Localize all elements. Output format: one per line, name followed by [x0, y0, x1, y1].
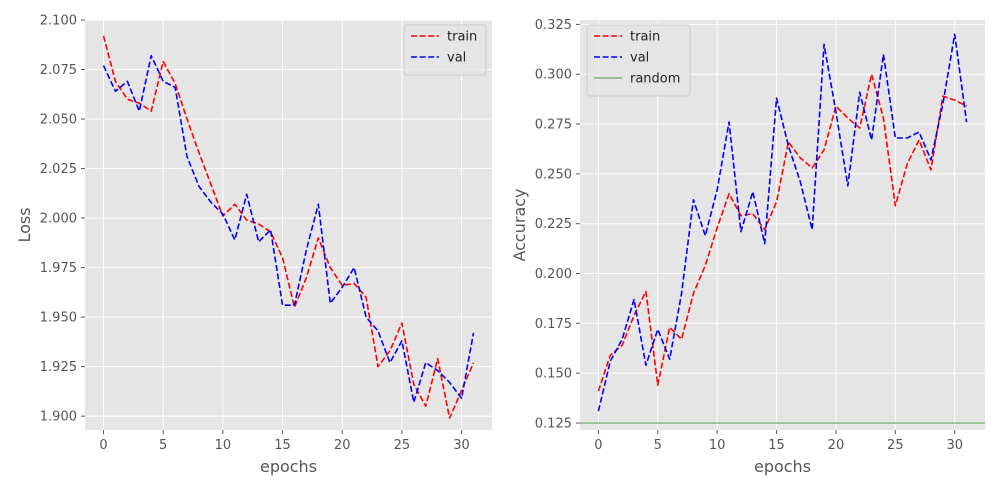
accuracy-y-axis-label: Accuracy [510, 188, 529, 261]
accuracy-y-tick-label-3: 0.200 [535, 267, 572, 282]
loss-legend-label-val: val [447, 51, 466, 66]
loss-x-tick-label-1: 5 [159, 438, 167, 453]
accuracy-x-tick-label-5: 25 [887, 438, 904, 453]
accuracy-y-tick-label-8: 0.325 [535, 18, 572, 33]
loss-chart: 0 5 10 15 20 25 30 1.900 1.925 1.950 1.975 2.000 2.0… [15, 14, 492, 476]
loss-y-tick-label-7: 2.075 [40, 63, 77, 78]
loss-legend-box [403, 24, 487, 76]
loss-legend-label-train: train [447, 30, 477, 45]
accuracy-x-tick-label-2: 10 [709, 438, 726, 453]
loss-y-tick-label-8: 2.100 [40, 14, 77, 29]
loss-legend: train val [403, 24, 487, 76]
loss-y-tick-label-6: 2.050 [40, 113, 77, 128]
loss-x-tick-label-0: 0 [99, 438, 107, 453]
accuracy-y-tick-label-4: 0.225 [535, 217, 572, 232]
loss-y-tick-label-5: 2.025 [40, 162, 77, 177]
accuracy-y-tick-label-0: 0.125 [535, 417, 572, 432]
accuracy-x-axis-label: epochs [754, 457, 811, 476]
accuracy-y-tick-label-5: 0.250 [535, 167, 572, 182]
loss-x-tick-label-2: 10 [215, 438, 232, 453]
accuracy-legend-label-val: val [630, 51, 649, 66]
accuracy-x-tick-label-4: 20 [828, 438, 845, 453]
loss-y-axis-label: Loss [15, 207, 34, 242]
loss-y-tick-label-3: 1.975 [40, 261, 77, 276]
accuracy-x-tick-label-1: 5 [654, 438, 662, 453]
loss-y-tick-label-0: 1.900 [40, 410, 77, 425]
accuracy-series-train-line [597, 73, 967, 392]
accuracy-legend-label-random: random [630, 72, 680, 87]
loss-x-tick-label-4: 20 [334, 438, 351, 453]
accuracy-y-tick-label-7: 0.300 [535, 68, 572, 83]
loss-x-tick-label-5: 25 [394, 438, 411, 453]
accuracy-legend: train val random [586, 24, 691, 97]
accuracy-legend-label-train: train [630, 30, 660, 45]
loss-series-train-line [102, 35, 475, 419]
loss-x-tick-label-6: 30 [453, 438, 470, 453]
accuracy-y-tick-label-6: 0.275 [535, 118, 572, 133]
accuracy-x-tick-label-6: 30 [946, 438, 963, 453]
accuracy-x-tick-label-0: 0 [594, 438, 602, 453]
loss-series-val-line [102, 54, 475, 404]
loss-x-tick-label-3: 15 [274, 438, 291, 453]
loss-plot-area [85, 20, 492, 430]
loss-x-axis-label: epochs [260, 457, 317, 476]
accuracy-series-val-line [597, 33, 968, 412]
loss-y-tick-label-4: 2.000 [40, 212, 77, 227]
accuracy-x-tick-label-3: 15 [768, 438, 785, 453]
loss-y-tick-label-1: 1.925 [40, 360, 77, 375]
accuracy-chart: 0 5 10 15 20 25 30 0.125 0.150 0.175 0.200 0.225 0.2… [510, 18, 985, 476]
accuracy-y-tick-label-2: 0.175 [535, 317, 572, 332]
accuracy-y-tick-label-1: 0.150 [535, 367, 572, 382]
loss-y-tick-label-2: 1.950 [40, 311, 77, 326]
